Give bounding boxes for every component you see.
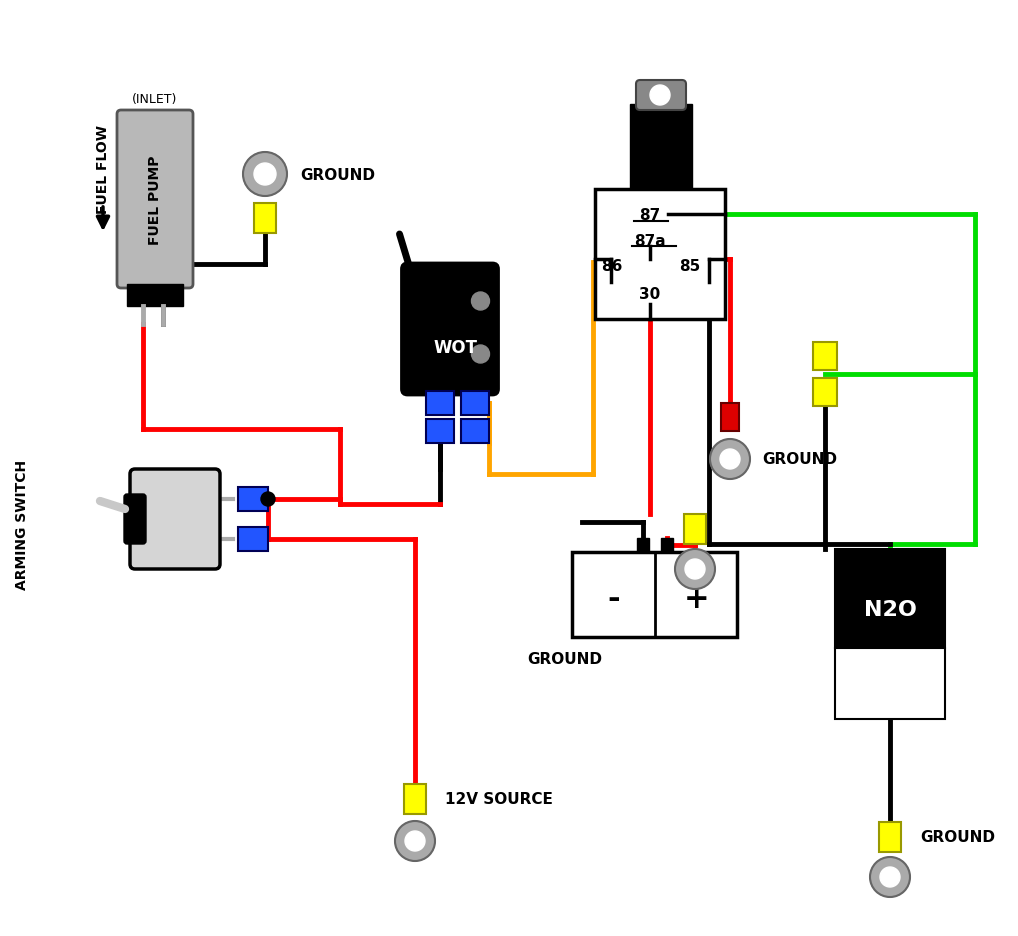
FancyBboxPatch shape	[879, 822, 901, 852]
Text: 12V SOURCE: 12V SOURCE	[445, 792, 553, 807]
Circle shape	[675, 549, 715, 590]
FancyBboxPatch shape	[117, 110, 193, 288]
Circle shape	[880, 867, 900, 887]
FancyBboxPatch shape	[835, 648, 945, 719]
FancyBboxPatch shape	[630, 105, 692, 190]
FancyBboxPatch shape	[684, 515, 706, 545]
Text: GROUND: GROUND	[300, 168, 375, 183]
Circle shape	[651, 86, 670, 106]
FancyBboxPatch shape	[124, 494, 146, 545]
FancyBboxPatch shape	[595, 190, 725, 320]
Text: 86: 86	[602, 259, 623, 274]
FancyBboxPatch shape	[835, 549, 945, 648]
Bar	[637, 538, 649, 552]
Text: -: -	[608, 585, 620, 614]
FancyBboxPatch shape	[254, 204, 276, 234]
FancyBboxPatch shape	[426, 391, 454, 416]
FancyBboxPatch shape	[636, 80, 686, 110]
Text: GROUND: GROUND	[762, 452, 837, 467]
Circle shape	[720, 449, 740, 470]
FancyBboxPatch shape	[461, 419, 489, 444]
Text: 30: 30	[639, 287, 661, 302]
Text: 87: 87	[639, 207, 661, 222]
Text: 85: 85	[679, 259, 700, 274]
Circle shape	[685, 560, 705, 579]
Circle shape	[261, 492, 275, 506]
Circle shape	[254, 164, 276, 186]
FancyBboxPatch shape	[130, 470, 220, 569]
FancyBboxPatch shape	[461, 391, 489, 416]
Text: GROUND: GROUND	[527, 651, 602, 666]
Circle shape	[870, 857, 910, 897]
Text: +: +	[683, 585, 710, 614]
Text: FUEL PUMP: FUEL PUMP	[148, 155, 162, 244]
Circle shape	[405, 831, 425, 851]
Text: N2O: N2O	[863, 599, 916, 620]
Circle shape	[243, 153, 287, 197]
FancyBboxPatch shape	[721, 403, 739, 431]
FancyBboxPatch shape	[813, 378, 837, 406]
FancyBboxPatch shape	[426, 419, 454, 444]
Circle shape	[471, 345, 490, 363]
Text: 87a: 87a	[634, 233, 666, 248]
Text: ARMING SWITCH: ARMING SWITCH	[15, 460, 29, 590]
Text: (INLET): (INLET)	[132, 94, 178, 107]
Text: GROUND: GROUND	[920, 829, 995, 844]
Text: FUEL FLOW: FUEL FLOW	[96, 125, 110, 214]
FancyBboxPatch shape	[572, 552, 737, 636]
FancyBboxPatch shape	[401, 264, 499, 396]
Text: WOT: WOT	[433, 339, 477, 357]
Circle shape	[395, 821, 435, 861]
FancyBboxPatch shape	[127, 285, 183, 307]
FancyBboxPatch shape	[238, 488, 268, 511]
Bar	[661, 538, 673, 552]
FancyBboxPatch shape	[238, 528, 268, 551]
FancyBboxPatch shape	[813, 343, 837, 371]
Circle shape	[710, 440, 750, 479]
FancyBboxPatch shape	[404, 784, 426, 814]
Circle shape	[471, 293, 490, 311]
